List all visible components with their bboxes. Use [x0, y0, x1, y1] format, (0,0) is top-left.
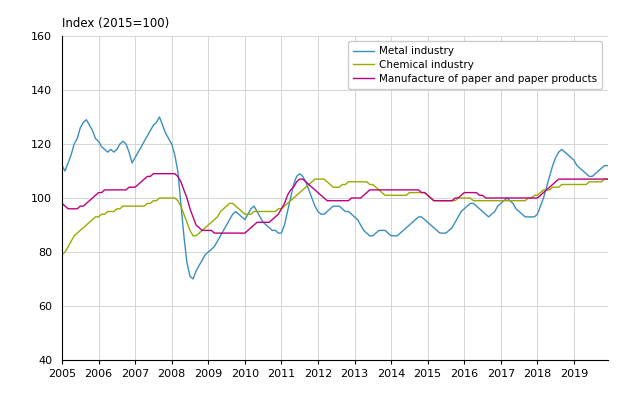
Chemical industry [354, 179, 361, 184]
Metal industry [397, 231, 404, 236]
Chemical industry [58, 252, 66, 257]
Metal industry [430, 225, 438, 230]
Metal industry [156, 114, 163, 119]
Manufacture of paper and paper products [211, 231, 218, 236]
Manufacture of paper and paper products [149, 171, 157, 176]
Legend: Metal industry, Chemical industry, Manufacture of paper and paper products: Metal industry, Chemical industry, Manuf… [348, 41, 603, 89]
Line: Manufacture of paper and paper products: Manufacture of paper and paper products [62, 174, 620, 233]
Metal industry [299, 174, 306, 179]
Chemical industry [293, 193, 300, 198]
Line: Metal industry: Metal industry [62, 117, 620, 279]
Chemical industry [128, 204, 136, 208]
Metal industry [189, 277, 197, 282]
Chemical industry [299, 188, 306, 192]
Chemical industry [311, 177, 319, 182]
Chemical industry [394, 193, 401, 198]
Manufacture of paper and paper products [58, 201, 66, 206]
Text: Index (2015=100): Index (2015=100) [62, 16, 169, 30]
Metal industry [357, 222, 365, 227]
Manufacture of paper and paper products [357, 196, 365, 200]
Metal industry [128, 160, 136, 165]
Manufacture of paper and paper products [299, 177, 306, 182]
Chemical industry [427, 196, 435, 200]
Line: Chemical industry: Chemical industry [62, 179, 620, 255]
Manufacture of paper and paper products [128, 185, 136, 190]
Metal industry [305, 188, 312, 192]
Manufacture of paper and paper products [305, 182, 312, 187]
Manufacture of paper and paper products [430, 198, 438, 203]
Metal industry [58, 163, 66, 168]
Manufacture of paper and paper products [397, 188, 404, 192]
